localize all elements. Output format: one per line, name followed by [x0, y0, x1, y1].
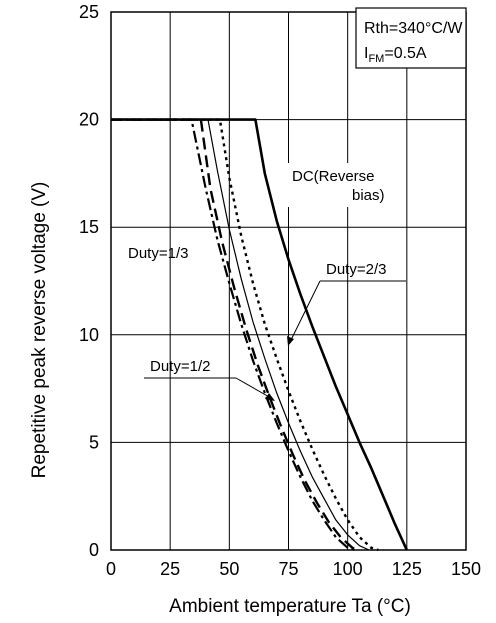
series-line-1 — [111, 118, 408, 551]
y-tick-label: 5 — [89, 432, 99, 452]
y-tick-label: 15 — [79, 217, 99, 237]
y-tick-label: 25 — [79, 2, 99, 22]
x-tick-label: 0 — [106, 559, 116, 579]
y-axis-title: Repetitive peak reverse voltage (V) — [29, 182, 50, 479]
legend-rth: Rth=340°C/W — [364, 20, 463, 37]
series-group — [111, 118, 408, 552]
x-tick-label: 75 — [278, 559, 298, 579]
legend-frame — [355, 7, 467, 69]
x-tick-label: 50 — [219, 559, 239, 579]
y-tick-label: 0 — [89, 540, 99, 560]
x-tick-label: 25 — [160, 559, 180, 579]
series-line-3 — [111, 118, 370, 551]
leader-duty-1-2-arrow — [265, 393, 275, 401]
series-line-4 — [111, 118, 356, 552]
y-tick-label: 20 — [79, 110, 99, 130]
grid — [111, 12, 466, 550]
x-tick-label: 125 — [392, 559, 422, 579]
dc-label-bg — [288, 163, 404, 207]
x-axis-title: Ambient temperature Ta (°C) — [169, 596, 411, 617]
legend-ifm: IFM=0.5A — [364, 45, 427, 65]
series-line-5 — [111, 118, 360, 552]
label-duty-1-3: Duty=1/3 — [128, 245, 188, 262]
label-duty-1-2: Duty=1/2 — [150, 358, 210, 375]
series-line-2 — [111, 118, 379, 552]
x-tick-label: 100 — [333, 559, 363, 579]
label-duty-2-3: Duty=2/3 — [326, 261, 386, 278]
tick-labels: 0 25 50 75 100 125 150 0 5 10 15 20 25 — [79, 2, 481, 579]
legend-box: Rth=340°C/W IFM=0.5A — [355, 7, 467, 69]
leader-duty-2-3-arrow — [287, 336, 294, 346]
x-tick-label: 150 — [451, 559, 481, 579]
plot-frame — [110, 11, 467, 551]
dc-label-line2: bias) — [352, 187, 385, 204]
leader-duty-2-3-line — [289, 280, 321, 343]
y-tick-label: 10 — [79, 325, 99, 345]
leader-duty-1-2-line — [235, 377, 272, 399]
dc-label-line1: DC(Reverse — [292, 168, 375, 185]
